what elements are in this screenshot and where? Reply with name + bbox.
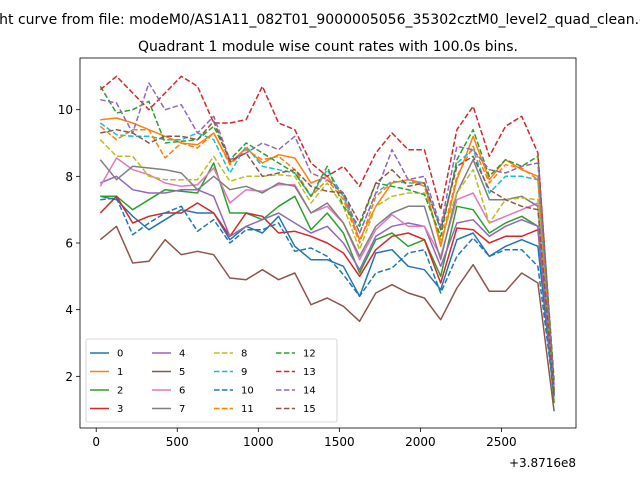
legend-label-7: 7 — [179, 404, 185, 415]
legend-label-9: 9 — [241, 367, 247, 378]
legend-label-3: 3 — [117, 404, 123, 415]
x-tick-label: 2500 — [486, 435, 517, 449]
x-axis-offset-label: +3.8716e8 — [509, 456, 576, 470]
legend-label-15: 15 — [303, 404, 316, 415]
legend-label-11: 11 — [241, 404, 254, 415]
series-line-12 — [99, 85, 555, 380]
series-line-13 — [99, 75, 555, 387]
series-line-11 — [99, 125, 555, 394]
x-tick-label: 2000 — [405, 435, 436, 449]
x-tick-label: 1500 — [324, 435, 355, 449]
legend-label-13: 13 — [303, 367, 316, 378]
legend-label-0: 0 — [117, 349, 123, 360]
legend-label-14: 14 — [303, 386, 316, 397]
series-line-3 — [99, 195, 555, 394]
figure-suptitle: Light curve from file: modeM0/AS1A11_082… — [0, 12, 640, 28]
series-line-6 — [99, 157, 555, 390]
series-line-15 — [100, 120, 555, 394]
series-line-5 — [99, 225, 555, 412]
y-tick-label: 10 — [58, 103, 73, 117]
legend-label-6: 6 — [179, 386, 185, 397]
legend-label-8: 8 — [241, 349, 247, 360]
legend-box — [85, 338, 338, 423]
y-tick-label: 2 — [65, 370, 73, 384]
x-axis: 0 500 1000 1500 2000 2500 — [92, 428, 517, 449]
legend-label-12: 12 — [303, 349, 316, 360]
legend-label-4: 4 — [179, 349, 185, 360]
y-axis: 2 4 6 8 10 — [58, 103, 80, 384]
series-line-4 — [100, 175, 555, 397]
legend-label-1: 1 — [117, 367, 123, 378]
y-tick-label: 4 — [65, 303, 73, 317]
series-line-8 — [99, 139, 555, 390]
series-layer — [99, 75, 555, 412]
x-tick-label: 500 — [166, 435, 189, 449]
y-tick-label: 6 — [65, 237, 73, 251]
x-tick-label: 1000 — [243, 435, 274, 449]
series-line-9 — [99, 122, 555, 390]
series-line-14 — [100, 82, 555, 389]
y-tick-label: 8 — [65, 170, 73, 184]
legend-label-10: 10 — [241, 386, 254, 397]
series-line-7 — [99, 158, 555, 390]
x-tick-label: 0 — [92, 435, 100, 449]
legend-label-2: 2 — [117, 386, 123, 397]
axes-title: Quadrant 1 module wise count rates with … — [138, 39, 518, 55]
legend-label-5: 5 — [179, 367, 185, 378]
series-line-10 — [100, 197, 555, 395]
